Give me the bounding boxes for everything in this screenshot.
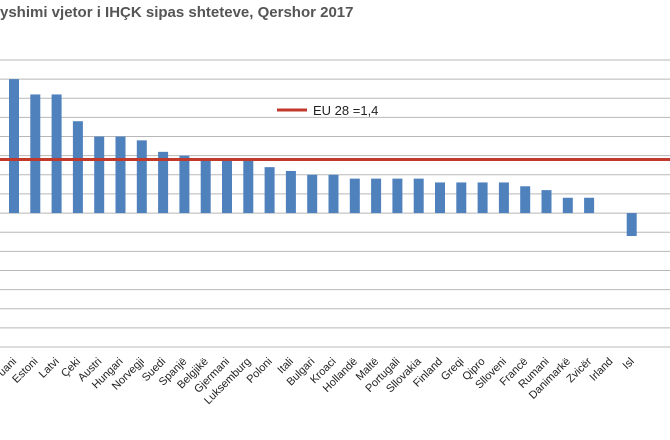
- category-label: Irland: [588, 356, 616, 384]
- bar-slloveni: [498, 182, 509, 214]
- bar-malt-: [371, 178, 382, 214]
- bar-spanj-: [179, 155, 190, 214]
- legend-label: EU 28 =1,4: [313, 103, 378, 118]
- category-label: Zvicër: [565, 355, 595, 385]
- category-label: Latvi: [37, 356, 62, 381]
- bar-kroaci: [328, 174, 339, 214]
- category-label: Greqi: [439, 356, 467, 384]
- bar-qipro: [477, 182, 488, 214]
- category-label: Isl: [621, 356, 637, 372]
- bar-poloni: [264, 167, 275, 214]
- bar-itali: [285, 170, 296, 214]
- bar-greqi: [456, 182, 467, 214]
- bar-hungari: [115, 136, 126, 214]
- bar-finland: [435, 182, 445, 214]
- bar-austri: [94, 136, 105, 214]
- category-labels: uaniEstoniLatviÇekiAustriHungariNorvegji…: [0, 355, 637, 407]
- bar-luksemburg: [243, 159, 254, 214]
- legend: EU 28 =1,4: [277, 103, 378, 118]
- bar-suedi: [158, 151, 169, 214]
- bar-portugali: [392, 178, 403, 214]
- bar-zvic-r: [584, 197, 595, 214]
- bar-norvegji: [136, 140, 147, 214]
- bar--eki: [72, 121, 83, 214]
- bar-franc-: [520, 186, 531, 214]
- bar-uani: [9, 79, 19, 214]
- bar-latvi: [51, 94, 62, 214]
- bar-estoni: [30, 94, 41, 214]
- bar-gjermani: [222, 159, 232, 214]
- bar-bulgari: [307, 174, 318, 214]
- bar-isl: [626, 213, 637, 237]
- bar-danimark-: [562, 197, 573, 214]
- bar-rumani: [541, 190, 552, 214]
- chart-title: yshimi vjetor i IHÇK sipas shteteve, Qer…: [0, 4, 354, 21]
- bar-holland-: [349, 178, 360, 214]
- bar-belgjik-: [200, 159, 211, 214]
- bars: [9, 79, 637, 237]
- bar-sllovakia: [413, 178, 424, 214]
